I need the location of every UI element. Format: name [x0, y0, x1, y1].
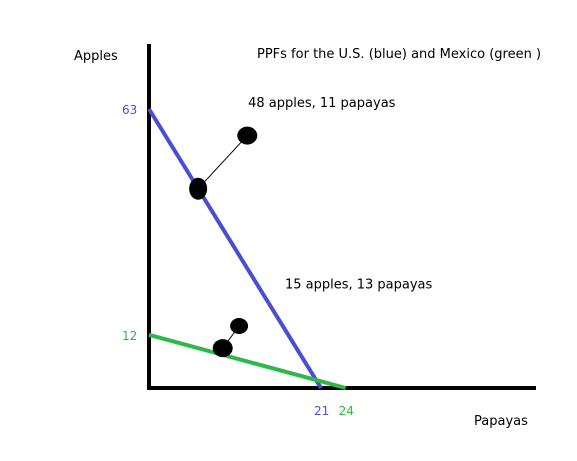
intercept-labels: 63 21 12 24 [122, 103, 354, 418]
us-ppf-line [147, 107, 323, 390]
annotation-mexico-point: 15 apples, 13 papayas [285, 277, 433, 292]
data-point [189, 177, 208, 200]
ppf-lines [147, 107, 347, 390]
y-axis-label: Apples [74, 49, 118, 64]
x-axis-label: Papayas [474, 414, 528, 429]
y-intercept-label: 63 [122, 103, 137, 117]
annotation-us-point: 48 apples, 11 papayas [248, 96, 396, 111]
chart-title: PPFs for the U.S. (blue) and Mexico (gre… [257, 47, 541, 62]
x-intercept-label: 21 [314, 404, 329, 418]
y-intercept-label: 12 [122, 329, 137, 343]
data-point [212, 339, 233, 358]
data-points [189, 126, 258, 358]
point-connector [197, 135, 248, 190]
x-intercept-label: 24 [339, 404, 354, 418]
mexico-ppf-line [148, 332, 347, 390]
data-point [230, 318, 249, 334]
data-point [237, 126, 258, 145]
